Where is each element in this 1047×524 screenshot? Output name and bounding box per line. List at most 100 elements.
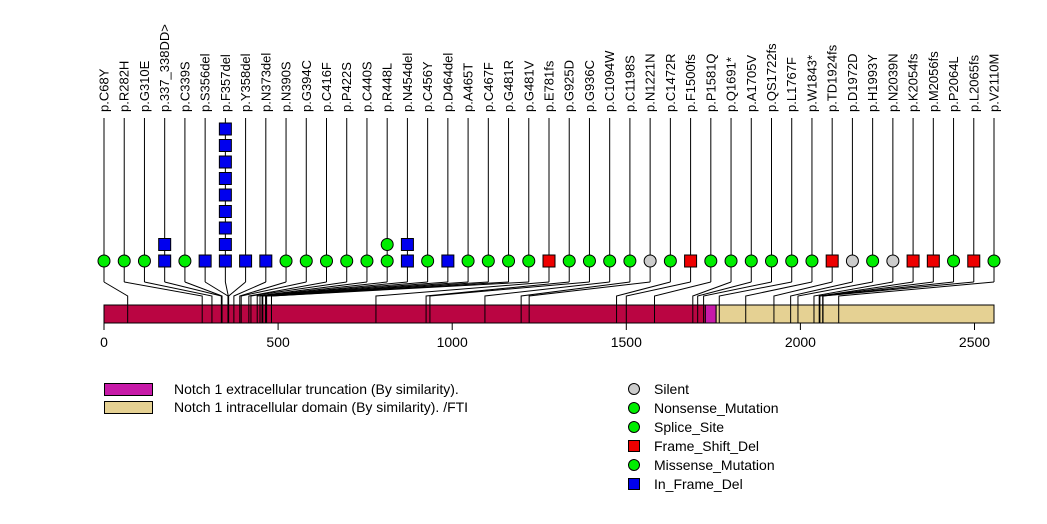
mutation-marker-square	[441, 254, 455, 268]
mutation-marker-circle	[97, 254, 111, 268]
mutation-connector	[270, 281, 529, 323]
mutation-connector	[813, 281, 893, 323]
domain-legend-item: Notch 1 intracellular domain (By similar…	[104, 398, 604, 417]
mutation-label: p.A1705V	[744, 55, 759, 112]
mutation-connector	[124, 281, 203, 323]
mutation-legend-item: In_Frame_Del	[628, 475, 928, 494]
mutation-label: p.C1472R	[663, 53, 678, 112]
mutation-connector	[262, 281, 428, 323]
mutation-label: p.N373del	[258, 53, 273, 112]
mutation-marker-square	[239, 254, 253, 268]
mutation-connector	[616, 281, 671, 323]
mutation-label: p.N2039N	[885, 53, 900, 112]
mutation-marker-circle	[704, 254, 718, 268]
mutation-marker-square	[158, 238, 172, 251]
mutation-connector	[233, 281, 267, 323]
x-tick-label: 0	[100, 334, 108, 350]
mutation-label: p.C1198S	[622, 55, 637, 112]
mutation-connector	[790, 281, 853, 323]
domain-legend-item: Notch 1 extracellular truncation (By sim…	[104, 380, 604, 399]
mutation-label: p.R448L	[380, 63, 395, 112]
mutation-connector	[259, 281, 388, 323]
mutation-marker-square	[259, 254, 273, 268]
mutation-legend-item: Splice_Site	[628, 418, 928, 437]
x-tick-label: 1000	[437, 334, 468, 350]
mutation-label: p.R282H	[117, 61, 132, 112]
mutation-marker-circle	[562, 254, 576, 268]
mutation-label: p.D464del	[440, 53, 455, 112]
mutation-legend-label: Frame_Shift_Del	[654, 438, 760, 454]
mutation-label: p.C467F	[481, 62, 496, 112]
mutation-label: p.Y358del	[238, 53, 253, 112]
mutation-connector	[256, 281, 368, 323]
mutation-marker-circle	[380, 254, 394, 268]
mutation-label: p.P1581Q	[703, 53, 718, 112]
mutation-connector	[703, 281, 772, 323]
mutation-connector	[265, 281, 469, 323]
mutation-connector	[144, 281, 213, 323]
mutation-label: p.S356del	[198, 53, 213, 112]
mutation-connector	[184, 281, 223, 323]
mutation-marker-circle	[623, 254, 637, 268]
mutation-marker-circle	[360, 254, 374, 268]
mutation-marker-circle	[461, 254, 475, 268]
mutation-legend-item: Frame_Shift_Del	[628, 437, 928, 456]
mutation-legend-label: Missense_Mutation	[654, 457, 775, 473]
mutation-connector	[718, 281, 792, 323]
mutation-legend-item: Nonsense_Mutation	[628, 399, 928, 418]
mutation-label: p.V2110M	[987, 54, 1002, 112]
domain-legend-label: Notch 1 extracellular truncation (By sim…	[174, 381, 459, 397]
mutation-connector	[745, 281, 813, 323]
mutation-connector	[239, 281, 287, 323]
in-frame-del-square-icon	[628, 478, 640, 490]
mutation-label: p.D1972D	[845, 53, 860, 112]
mutation-marker-circle	[886, 254, 900, 268]
mutation-connector	[692, 281, 732, 323]
mutation-legend-label: Splice_Site	[654, 419, 725, 435]
mutation-marker-circle	[380, 238, 394, 251]
mutation-connector	[429, 281, 590, 323]
mutation-label: p.E781fs	[542, 60, 557, 112]
mutation-label: p.C68Y	[97, 68, 112, 112]
mutation-connector	[484, 281, 610, 323]
mutation-connector	[528, 281, 651, 323]
mutation-connector	[654, 281, 711, 323]
mutation-marker-circle	[481, 254, 495, 268]
mutation-connector	[240, 281, 307, 323]
mutation-marker-square	[198, 254, 212, 268]
frame-shift-del-square-icon	[628, 440, 640, 452]
x-tick-label: 2500	[959, 334, 990, 350]
protein-backbone-group	[103, 304, 995, 324]
mutation-marker-square	[218, 172, 232, 185]
mutation-label: p.N390S	[279, 61, 294, 112]
mutation-connector	[773, 281, 833, 323]
mutation-marker-circle	[279, 254, 293, 268]
mutation-label: p.P422S	[339, 62, 354, 112]
mutation-markers	[97, 122, 1001, 268]
mutation-legend-label: Nonsense_Mutation	[654, 400, 779, 416]
nonsense-circle-icon	[628, 402, 640, 414]
mutation-marker-square	[542, 254, 556, 268]
protein-domain	[715, 304, 995, 324]
mutation-connector	[697, 281, 752, 323]
mutation-marker-square	[218, 139, 232, 152]
mutation-marker-square	[158, 254, 172, 268]
mutation-connector	[228, 281, 246, 323]
mutation-marker-circle	[947, 254, 961, 268]
mutation-label: p.G481R	[501, 60, 516, 112]
missense-circle-icon	[628, 459, 640, 471]
mutation-marker-square	[684, 254, 698, 268]
mutation-marker-circle	[663, 254, 677, 268]
mutation-marker-square	[400, 254, 414, 268]
mutation-marker-circle	[643, 254, 657, 268]
mutation-label: p.C339S	[177, 61, 192, 112]
mutation-label: p.L1767F	[784, 57, 799, 112]
mutation-label: p.W1843*	[804, 55, 819, 112]
mutation-marker-circle	[178, 254, 192, 268]
domain-swatch-extracellular-truncation	[104, 383, 153, 396]
mutation-legend-item: Missense_Mutation	[628, 456, 928, 475]
mutation-connector	[103, 281, 129, 323]
mutation-label: p.K2054fs	[906, 53, 921, 112]
mutation-labels: p.C68Y p.R282H p.G310E p.337_338DD> p.C339S p…	[97, 24, 1002, 112]
mutation-marker-circle	[117, 254, 131, 268]
